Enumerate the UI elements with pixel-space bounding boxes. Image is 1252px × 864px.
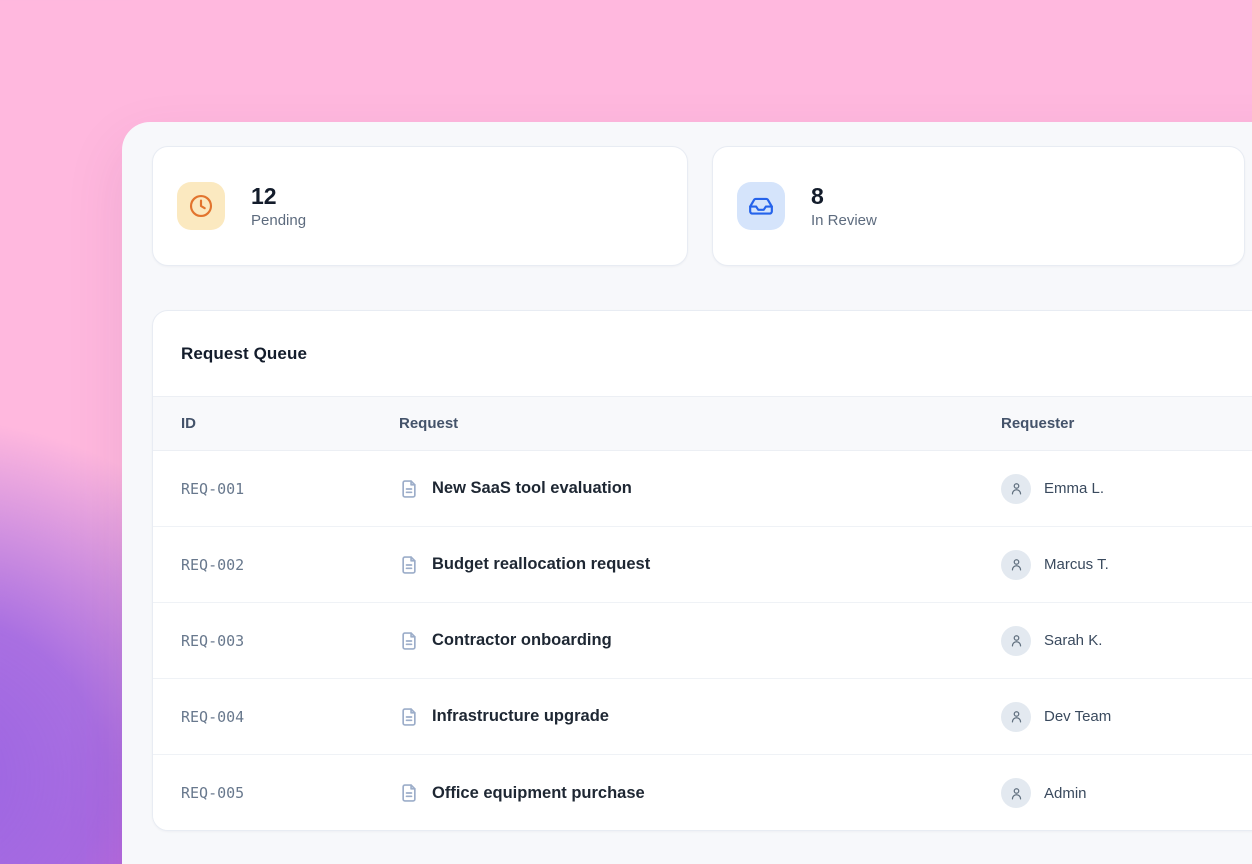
request-cell: Contractor onboarding	[399, 631, 1001, 651]
requester-name: Admin	[1044, 784, 1087, 802]
request-title: New SaaS tool evaluation	[432, 479, 632, 497]
table-row[interactable]: REQ-004 Infrastructure upgrade Dev Team	[153, 679, 1252, 755]
user-avatar-icon	[1001, 701, 1031, 732]
user-avatar-icon	[1001, 778, 1031, 808]
requester-cell: Sarah K.	[1001, 625, 1252, 656]
table-row[interactable]: REQ-001 New SaaS tool evaluation Emma L.	[153, 451, 1252, 527]
document-icon	[399, 707, 419, 727]
requester-name: Marcus T.	[1044, 556, 1109, 573]
table-row[interactable]: REQ-002 Budget reallocation request Marc…	[153, 527, 1252, 603]
request-title: Infrastructure upgrade	[432, 707, 609, 725]
document-icon	[399, 783, 419, 803]
table-title: Request Queue	[181, 343, 307, 363]
stat-card-pending: 12 Pending	[152, 146, 688, 266]
document-icon	[399, 479, 419, 499]
in-review-count: 8	[811, 182, 824, 209]
in-review-label: In Review	[811, 212, 877, 230]
table-body: REQ-001 New SaaS tool evaluation Emma L.	[153, 451, 1252, 830]
document-icon	[399, 555, 419, 575]
inbox-icon	[737, 182, 785, 230]
table-header-row: ID Request Requester	[153, 397, 1252, 451]
clock-icon	[177, 182, 225, 230]
request-id: REQ-003	[181, 631, 245, 650]
request-title: Contractor onboarding	[432, 631, 612, 649]
requester-name: Sarah K.	[1044, 632, 1103, 649]
user-avatar-icon	[1001, 473, 1031, 504]
request-cell: Infrastructure upgrade	[399, 707, 1001, 727]
request-id: REQ-001	[181, 479, 245, 498]
table-row[interactable]: REQ-005 Office equipment purchase Admin	[153, 755, 1252, 830]
requester-cell: Emma L.	[1001, 473, 1252, 504]
requester-name: Emma L.	[1044, 480, 1105, 497]
pending-count: 12	[251, 182, 277, 209]
user-avatar-icon	[1001, 625, 1031, 656]
request-queue-card: Request Queue ID Request Requester REQ-0…	[152, 310, 1252, 831]
stat-card-in-review: 8 In Review	[712, 146, 1245, 266]
requester-name: Dev Team	[1044, 708, 1112, 725]
request-id: REQ-004	[181, 707, 245, 726]
request-cell: New SaaS tool evaluation	[399, 479, 1001, 499]
request-id: REQ-002	[181, 555, 245, 574]
requester-cell: Dev Team	[1001, 701, 1252, 732]
main-panel: 12 Pending 8 In Review Request Queue ID …	[122, 122, 1252, 864]
table-row[interactable]: REQ-003 Contractor onboarding Sarah K.	[153, 603, 1252, 679]
request-cell: Budget reallocation request	[399, 555, 1001, 575]
column-header-requester: Requester	[1001, 415, 1075, 432]
requester-cell: Marcus T.	[1001, 549, 1252, 580]
request-title: Budget reallocation request	[432, 555, 651, 573]
stat-text-group: 8 In Review	[811, 183, 877, 229]
request-title: Office equipment purchase	[432, 783, 645, 802]
request-id: REQ-005	[181, 784, 245, 802]
user-avatar-icon	[1001, 549, 1031, 580]
column-header-id: ID	[181, 415, 196, 432]
requester-cell: Admin	[1001, 778, 1252, 808]
column-header-request: Request	[399, 415, 459, 432]
document-icon	[399, 631, 419, 651]
table-title-row: Request Queue	[153, 311, 1252, 397]
pending-label: Pending	[251, 212, 307, 230]
request-cell: Office equipment purchase	[399, 783, 1001, 803]
stat-text-group: 12 Pending	[251, 183, 306, 229]
